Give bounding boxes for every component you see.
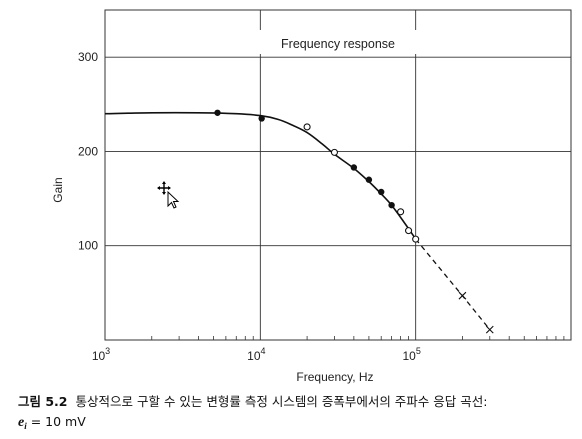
x-tick-label: 104 <box>247 346 265 363</box>
fitted-response-curve <box>104 111 417 240</box>
y-tick-label: 200 <box>78 144 98 158</box>
x-tick-label: 105 <box>402 346 420 363</box>
figure-caption: 그림 5.2 통상적으로 구할 수 있는 변형률 측정 시스템의 증폭부에서의 주… <box>18 392 574 436</box>
caption-eq-rest: = 10 mV <box>26 414 86 429</box>
filled-circle-point <box>350 164 358 171</box>
x-tick-label: 103 <box>92 346 110 363</box>
y-axis-label: Gain <box>51 177 65 202</box>
caption-line-2: ei = 10 mV <box>18 412 574 436</box>
filled-circle-point <box>388 201 395 209</box>
caption-figure-number: 그림 5.2 <box>18 394 68 409</box>
plot-frame <box>104 9 572 341</box>
inner-title-background <box>156 30 426 54</box>
chart-curves <box>104 111 491 331</box>
cross-point <box>458 291 467 300</box>
open-circle-point <box>303 123 311 131</box>
caption-eq-subscript: i <box>24 421 27 431</box>
filled-circle-point <box>258 115 265 122</box>
chart-grid <box>104 9 572 341</box>
cross-point <box>485 325 494 334</box>
open-circle-point <box>330 148 338 156</box>
y-tick-label: 100 <box>78 239 98 253</box>
chart-markers <box>214 109 494 334</box>
open-circle-point <box>412 235 420 243</box>
open-circle-point <box>405 227 413 235</box>
chart-tick-labels: 100 200 300 103 104 105 <box>78 50 421 363</box>
extrapolated-response-curve <box>415 238 491 331</box>
caption-eq-variable: e <box>18 415 25 430</box>
open-circle-point <box>397 208 405 216</box>
caption-line-1: 그림 5.2 통상적으로 구할 수 있는 변형률 측정 시스템의 증폭부에서의 주… <box>18 392 574 412</box>
filled-circle-point <box>365 176 373 183</box>
filled-circle-point <box>214 109 221 116</box>
filled-circle-point <box>378 188 385 196</box>
move-pointer-icon <box>157 181 180 209</box>
chart-inner-title: Frequency response <box>281 37 395 51</box>
x-axis-label: Frequency, Hz <box>296 370 373 384</box>
caption-text: 통상적으로 구할 수 있는 변형률 측정 시스템의 증폭부에서의 주파수 응답 … <box>75 394 488 409</box>
y-tick-label: 300 <box>78 50 98 64</box>
